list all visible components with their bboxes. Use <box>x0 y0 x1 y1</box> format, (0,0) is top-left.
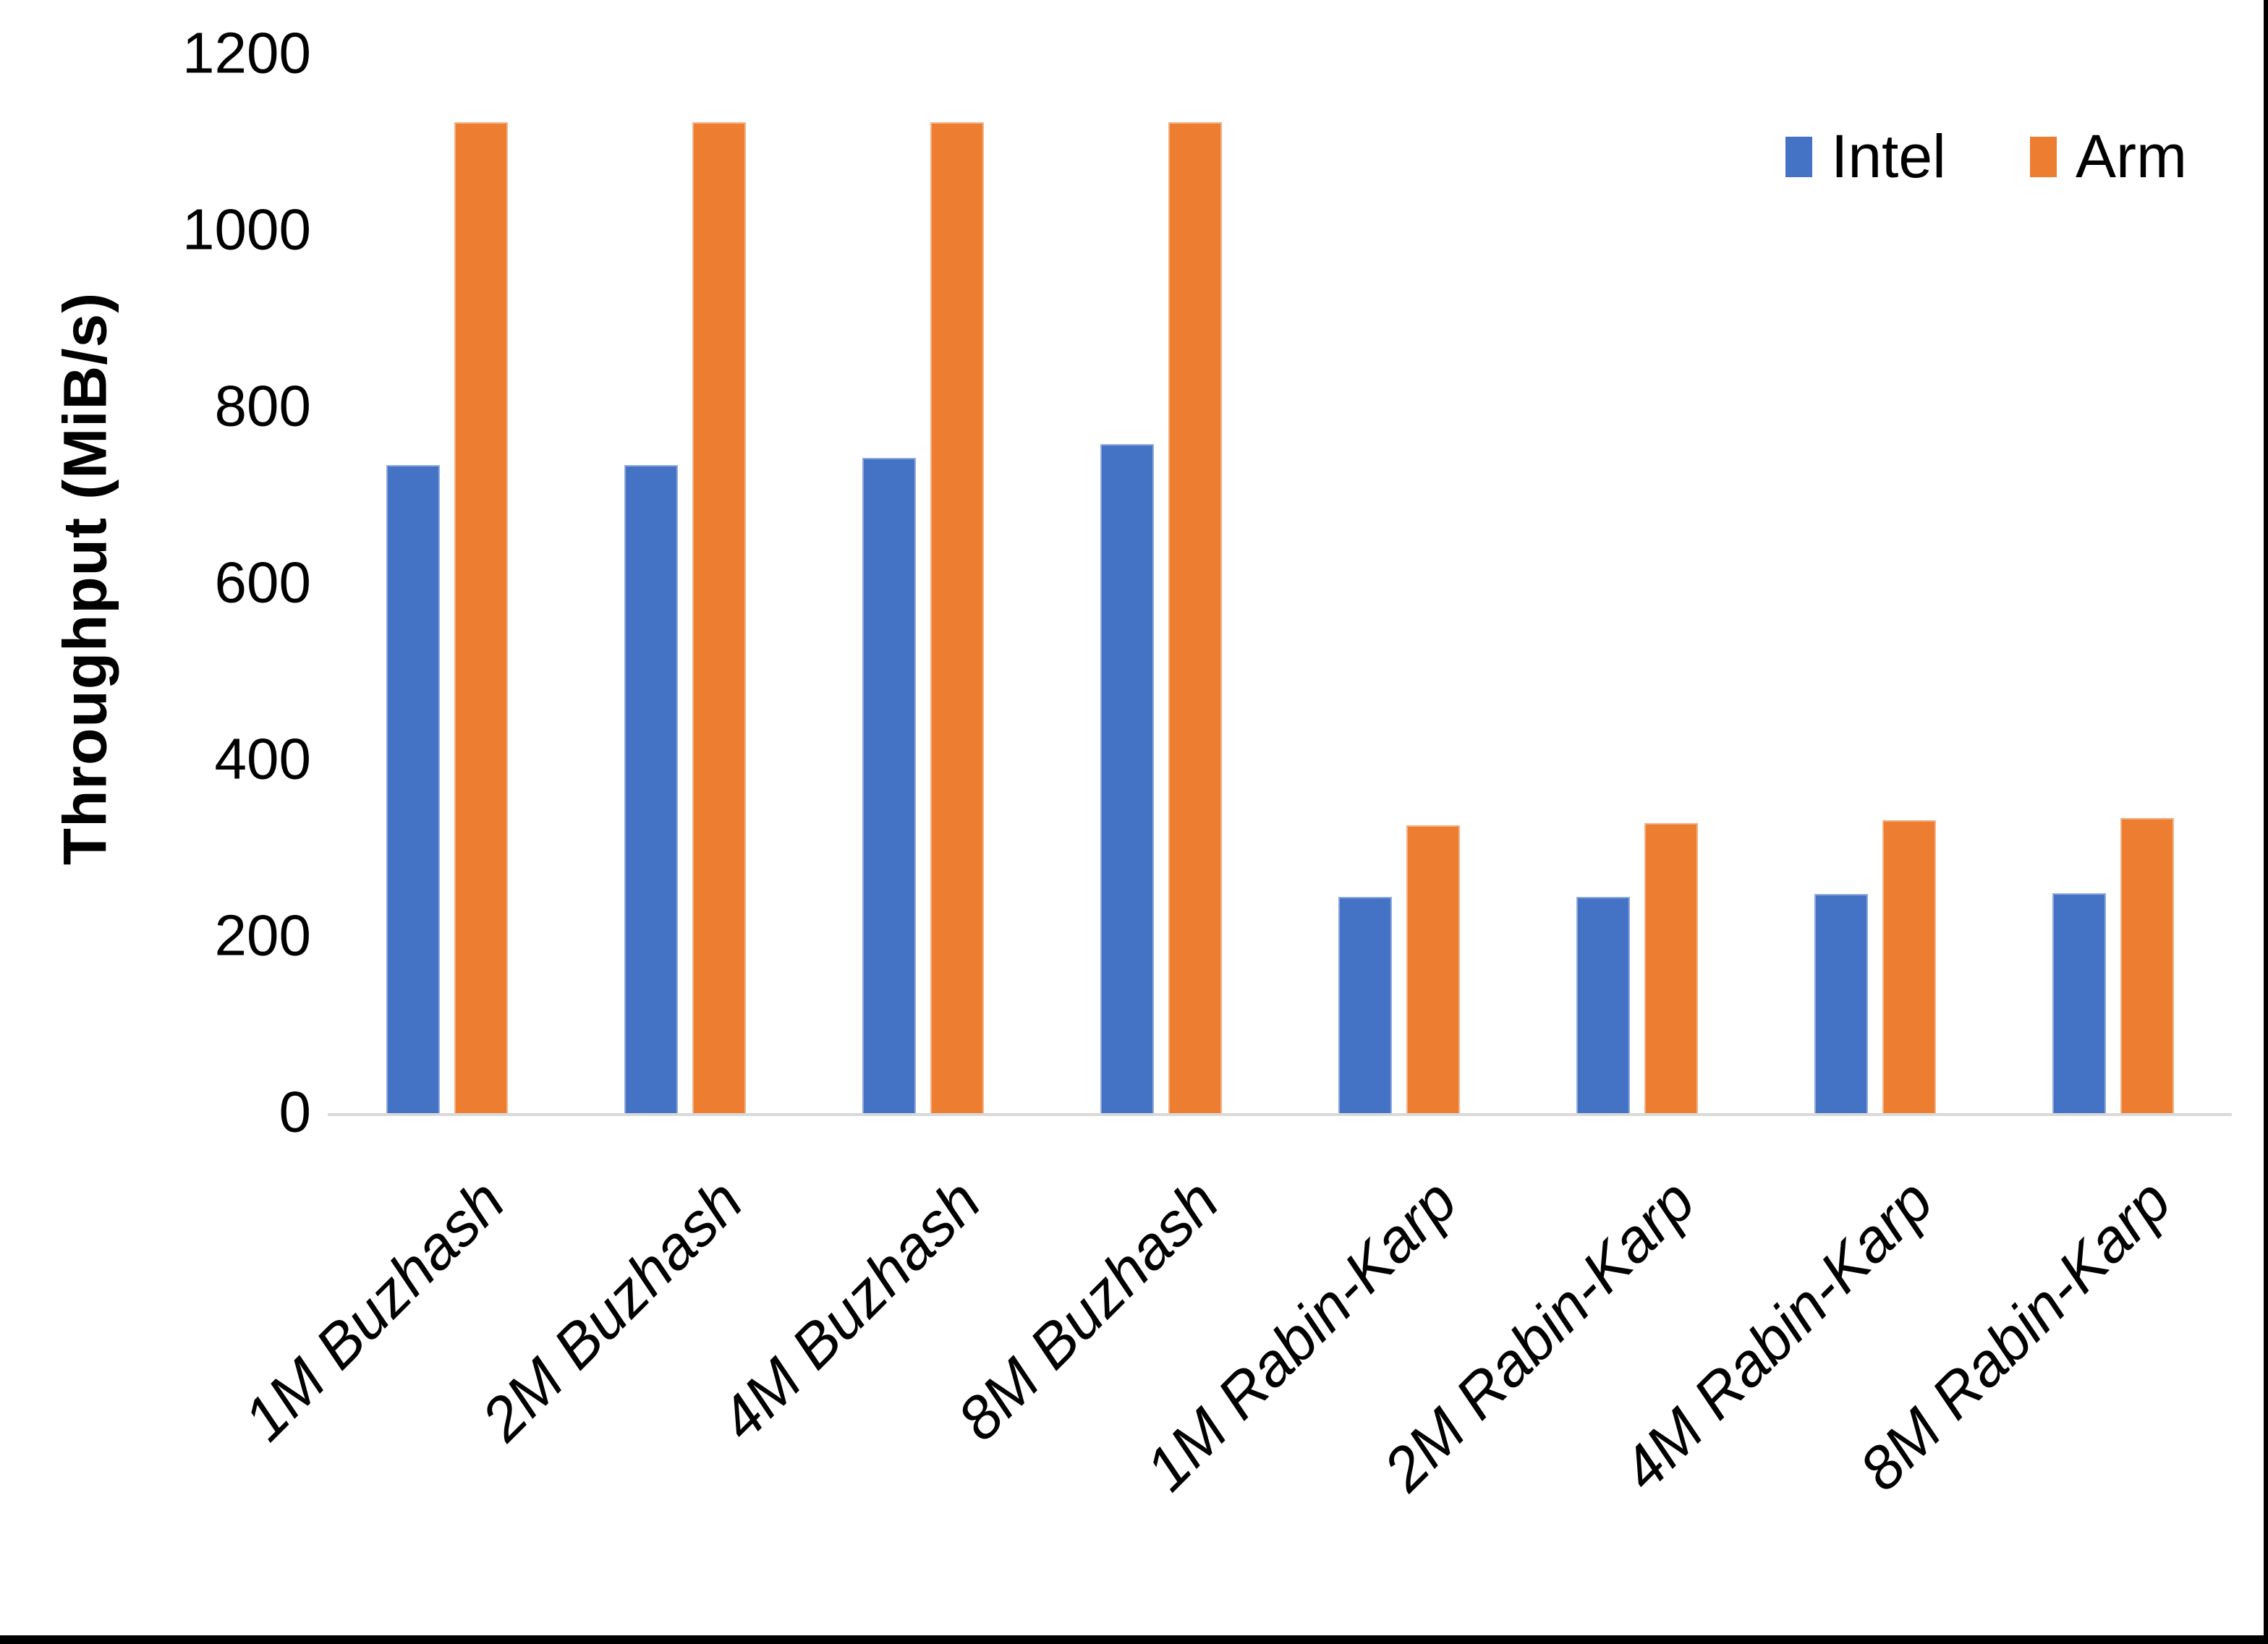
bar-intel-4m-rabin-karp <box>1814 894 1868 1115</box>
bar-intel-8m-rabin-karp <box>2052 893 2106 1115</box>
y-axis-tick-label: 200 <box>214 903 311 968</box>
bar-intel-8m-buzhash <box>1100 443 1154 1115</box>
legend-item-intel: Intel <box>1785 122 1946 192</box>
window-border-bottom <box>0 1635 2268 1644</box>
y-axis-tick-label: 600 <box>214 550 311 615</box>
bar-arm-2m-buzhash <box>692 122 746 1115</box>
bar-arm-4m-rabin-karp <box>1882 819 1936 1115</box>
bar-intel-1m-rabin-karp <box>1338 896 1392 1115</box>
y-axis-tick-label: 0 <box>279 1079 312 1144</box>
bar-intel-1m-buzhash <box>386 465 440 1115</box>
legend-item-arm: Arm <box>2030 122 2187 192</box>
legend-swatch-intel <box>1785 136 1812 177</box>
bar-arm-2m-rabin-karp <box>1644 823 1698 1115</box>
bar-arm-8m-rabin-karp <box>2120 818 2174 1115</box>
bar-arm-1m-rabin-karp <box>1406 825 1460 1115</box>
x-axis-category-label: 1M Buzhash <box>230 1166 517 1454</box>
bar-arm-8m-buzhash <box>1168 122 1222 1115</box>
legend-label-arm: Arm <box>2076 122 2187 190</box>
y-axis-tick-label: 1200 <box>182 20 311 85</box>
x-axis-line <box>328 1113 2232 1116</box>
bar-intel-4m-buzhash <box>862 458 916 1115</box>
legend-swatch-arm <box>2030 136 2057 177</box>
y-axis-tick-label: 1000 <box>182 197 311 262</box>
y-axis-tick-label: 400 <box>214 726 311 791</box>
y-axis-tick-label: 800 <box>214 373 311 438</box>
window-border-right <box>2264 0 2268 1644</box>
bar-arm-1m-buzhash <box>454 122 508 1115</box>
legend-label-intel: Intel <box>1831 122 1946 190</box>
bar-intel-2m-rabin-karp <box>1576 896 1630 1115</box>
bar-intel-2m-buzhash <box>624 465 678 1115</box>
bar-arm-4m-buzhash <box>930 122 984 1115</box>
